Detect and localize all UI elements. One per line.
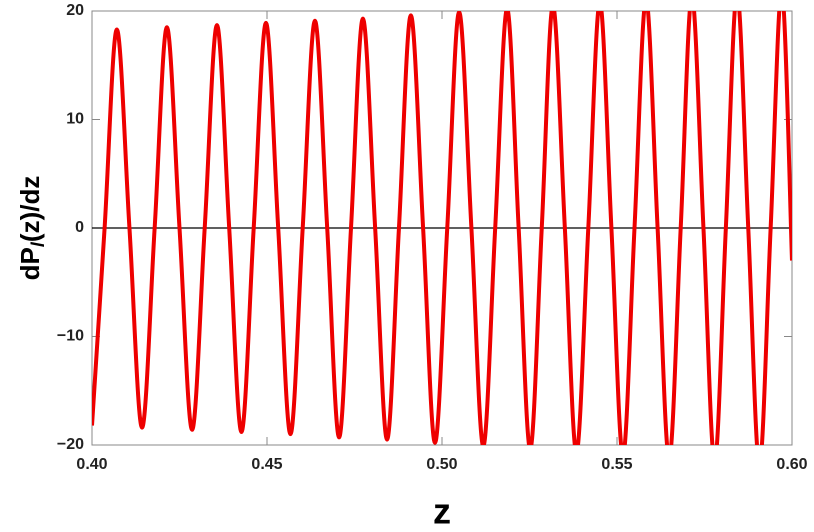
y-tick-label: 10 bbox=[66, 111, 84, 128]
x-axis-label: z bbox=[433, 491, 451, 532]
y-axis-label: dPl(z)/dz bbox=[15, 176, 48, 281]
y-tick-label: −10 bbox=[57, 328, 84, 345]
x-tick-label: 0.45 bbox=[251, 456, 282, 473]
y-tick-label: 0 bbox=[75, 219, 84, 236]
data-line bbox=[92, 11, 792, 445]
x-tick-label: 0.55 bbox=[601, 456, 632, 473]
y-label-rest: (z)/dz bbox=[15, 176, 45, 242]
x-tick-label: 0.60 bbox=[776, 456, 807, 473]
y-tick-label: 20 bbox=[66, 2, 84, 19]
x-tick-label: 0.40 bbox=[76, 456, 107, 473]
y-tick-label: −20 bbox=[57, 436, 84, 453]
y-label-sub: l bbox=[28, 241, 48, 247]
x-tick-label: 0.50 bbox=[426, 456, 457, 473]
y-label-main: dP bbox=[15, 247, 45, 280]
